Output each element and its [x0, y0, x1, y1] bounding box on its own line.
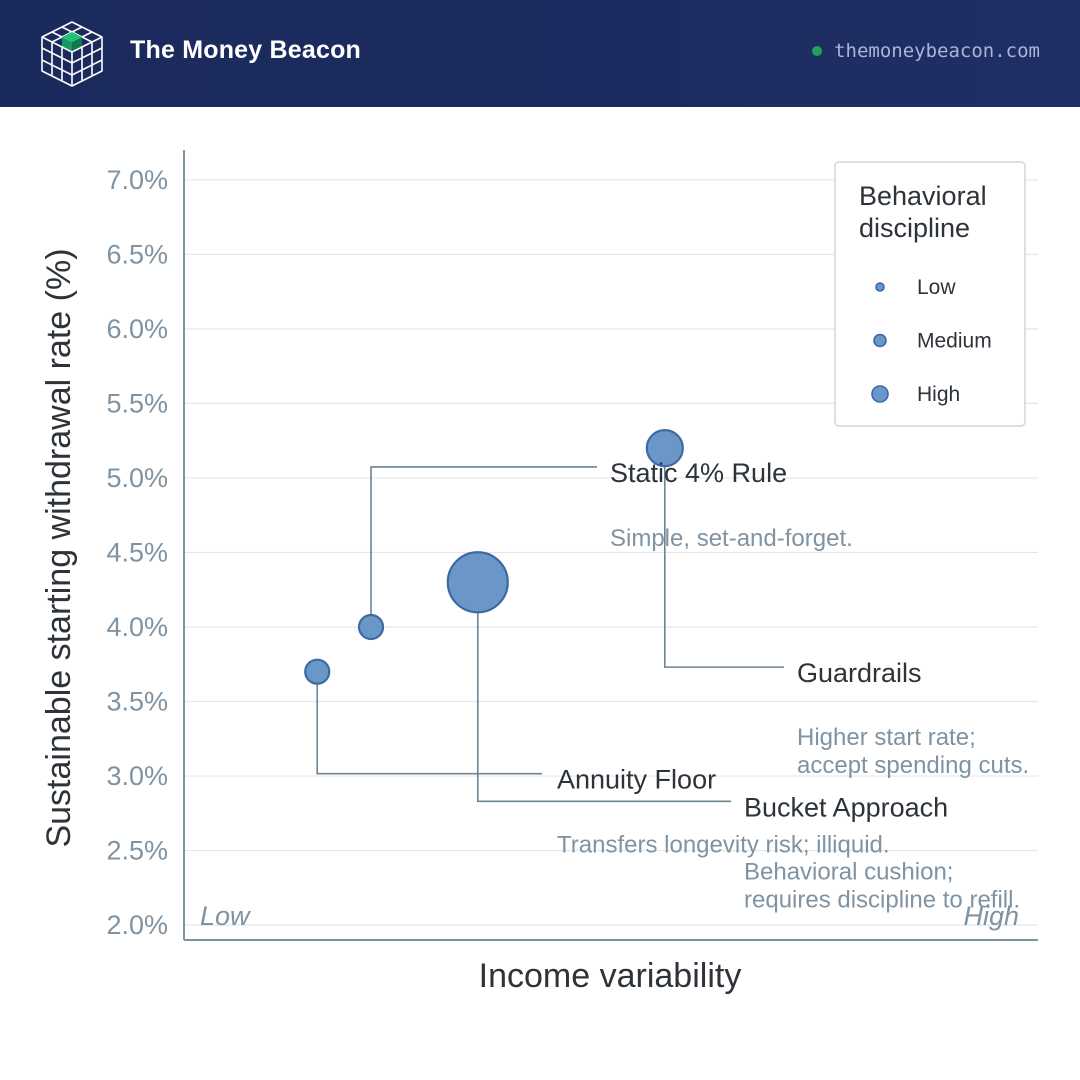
y-tick-label: 4.0%: [106, 612, 168, 642]
point-label: Guardrails: [797, 658, 922, 688]
point-note: Transfers longevity risk; illiquid.: [557, 832, 890, 859]
point-note: Higher start rate;: [797, 724, 976, 751]
y-tick-label: 4.5%: [106, 537, 168, 567]
leader-line: [370, 466, 597, 615]
legend-box: [834, 161, 1026, 427]
leader-lines: [316, 466, 784, 803]
leader-line: [664, 466, 784, 668]
cube-logo-icon: [41, 21, 103, 87]
y-tick-label: 7.0%: [106, 165, 168, 195]
point-label: Static 4% Rule: [610, 458, 787, 488]
status-dot-icon: [812, 46, 823, 56]
point-note: accept spending cuts.: [797, 752, 1029, 779]
y-tick-label: 5.0%: [106, 463, 168, 493]
bubble-chart: 2.0% 2.5% 3.0% 3.5% 4.0% 4.5% 5.0% 5.5% 6.0% 6.5%…: [40, 150, 1038, 995]
y-tick-label: 5.5%: [106, 388, 168, 418]
bubble-static-4-rule: [357, 613, 385, 641]
legend-marker: [871, 385, 889, 403]
y-tick-label: 3.0%: [106, 761, 168, 791]
bubble-guardrails: [645, 429, 684, 468]
point-note: Behavioral cushion;: [744, 858, 953, 885]
y-tick-label: 6.0%: [106, 314, 168, 344]
x-end-label-high: High: [963, 901, 1019, 931]
legend: Behavioral discipline Low Medium High: [834, 161, 1026, 427]
legend-title-line-2: discipline: [859, 213, 970, 243]
y-axis-label: Sustainable starting withdrawal rate (%): [40, 248, 78, 847]
point-label: Annuity Floor: [557, 765, 716, 795]
legend-title-line-1: Behavioral: [859, 181, 987, 211]
leader-line: [316, 683, 542, 775]
legend-label: High: [917, 383, 960, 406]
point-note: Simple, set-and-forget.: [610, 525, 853, 552]
site-url-text: themoneybeacon.com: [834, 40, 1040, 62]
bubble-bucket-approach: [446, 551, 509, 614]
y-tick-labels: 2.0% 2.5% 3.0% 3.5% 4.0% 4.5% 5.0% 5.5% 6.0% 6.5%…: [106, 165, 168, 940]
y-tick-label: 6.5%: [106, 239, 168, 269]
x-axis-label: Income variability: [479, 957, 742, 995]
leader-line: [476, 612, 731, 803]
legend-entries: Low Medium High: [871, 276, 992, 406]
bubble-annuity-floor: [304, 658, 331, 685]
site-url[interactable]: themoneybeacon.com: [812, 40, 1040, 62]
legend-label: Low: [917, 276, 956, 299]
legend-marker: [875, 282, 885, 292]
y-tick-label: 2.5%: [106, 836, 168, 866]
header-bar: The Money Beacon themoneybeacon.com: [0, 0, 1080, 107]
point-note: requires discipline to refill.: [744, 886, 1020, 913]
point-label: Bucket Approach: [744, 792, 948, 822]
brand-name: The Money Beacon: [130, 36, 362, 64]
y-tick-label: 3.5%: [106, 687, 168, 717]
legend-label: Medium: [917, 330, 992, 353]
y-tick-label: 2.0%: [106, 910, 168, 940]
legend-marker: [873, 333, 887, 348]
x-end-label-low: Low: [200, 901, 251, 931]
point-labels: Annuity Floor Transfers longevity risk; i…: [557, 458, 1029, 913]
bubbles: [304, 429, 684, 685]
